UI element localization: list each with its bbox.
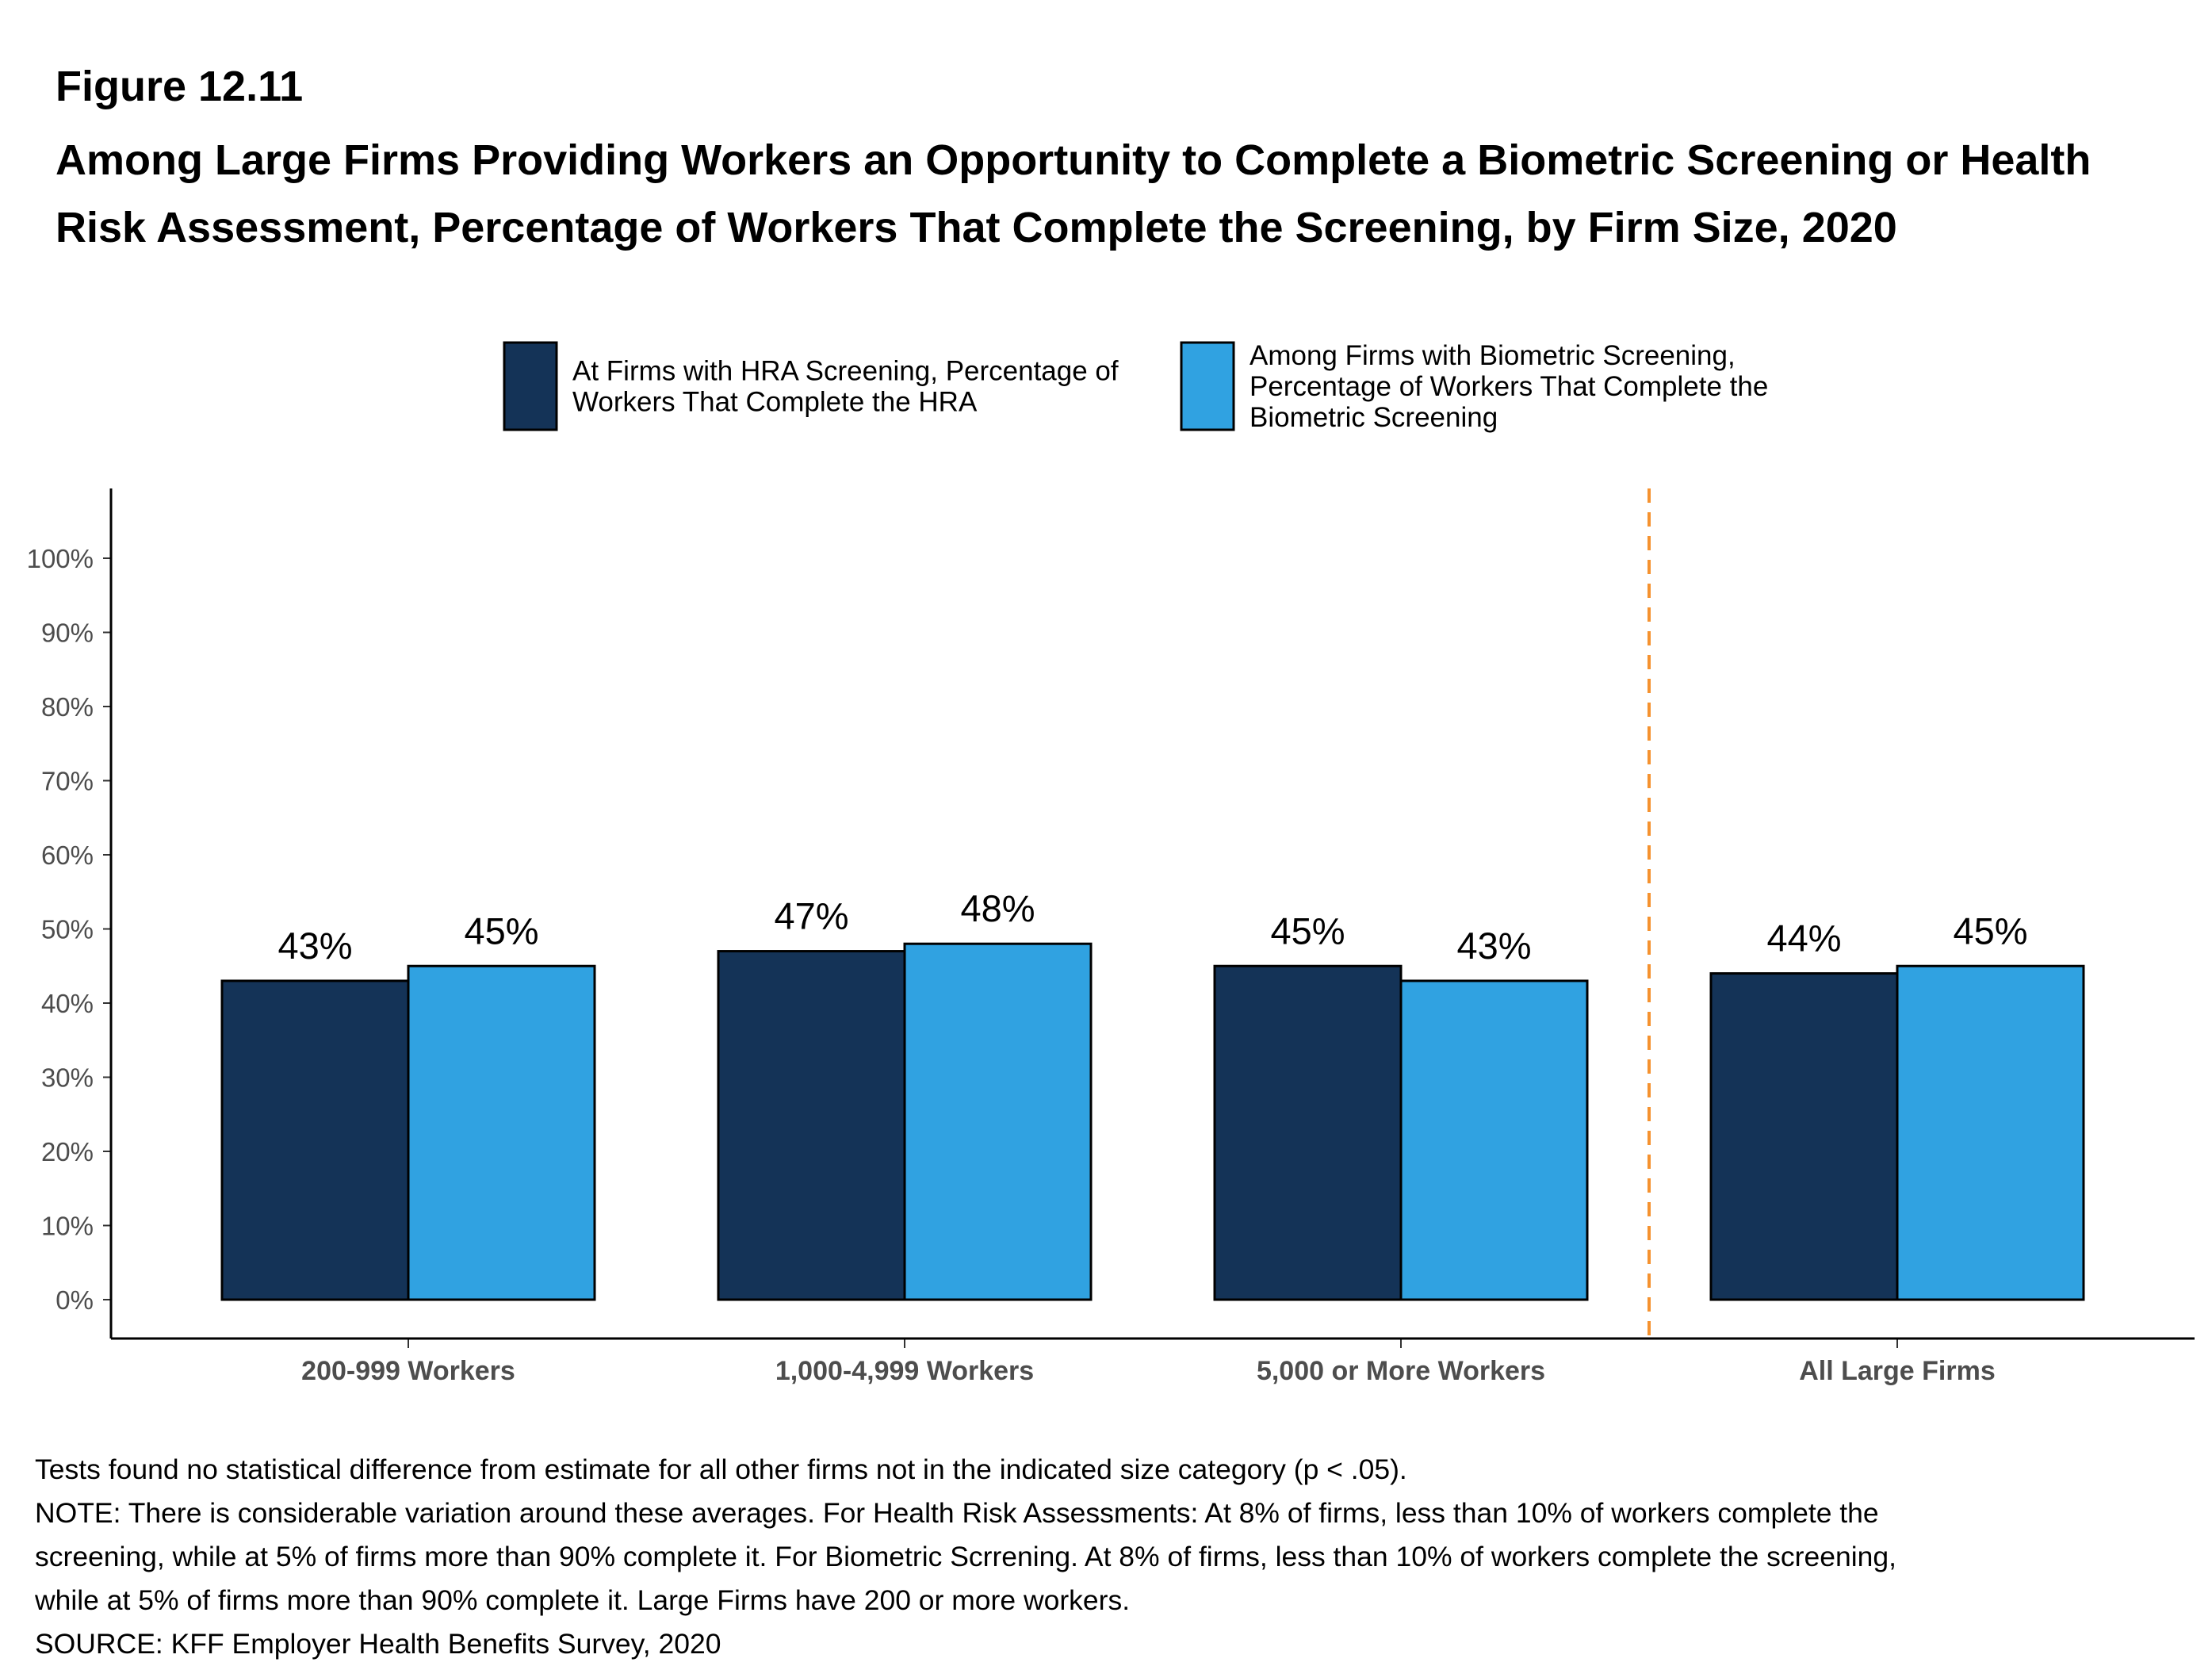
chart-title: Among Large Firms Providing Workers an O… [55,136,2091,251]
y-tick-label: 40% [41,989,94,1018]
bar-chart: At Firms with HRA Screening, Percentage … [27,340,2195,1386]
data-label: 45% [464,910,538,952]
y-tick-label: 20% [41,1137,94,1166]
data-label: 45% [1270,910,1345,952]
bar-hra [717,950,906,1301]
y-tick-label: 10% [41,1212,94,1241]
bar-biometric [903,942,1093,1301]
y-tick-label: 70% [41,767,94,796]
legend-swatch [1180,341,1235,431]
footnote-line: screening, while at 5% of firms more tha… [35,1541,1896,1572]
legend-swatch [503,341,558,431]
bar-biometric [407,964,596,1301]
x-tick-label: 1,000-4,999 Workers [775,1356,1034,1386]
data-label: 43% [277,925,352,967]
y-tick-label: 30% [41,1063,94,1093]
y-tick-label: 100% [27,544,94,573]
bar-biometric [1896,964,2085,1301]
legend-label: Among Firms with Biometric Screening, [1250,340,1736,371]
x-tick-label: 5,000 or More Workers [1257,1356,1545,1386]
legend-label: Biometric Screening [1250,402,1498,433]
data-label: 47% [774,895,848,937]
footnotes: Tests found no statistical difference fr… [35,1448,2176,1666]
y-tick-label: 0% [55,1285,94,1315]
legend-label: Percentage of Workers That Complete the [1250,371,1768,402]
data-label: 43% [1456,925,1531,967]
footnote-line: Tests found no statistical difference fr… [35,1453,1407,1485]
x-tick-label: All Large Firms [1799,1356,1996,1386]
y-tick-label: 80% [41,692,94,722]
bar-hra [1213,964,1403,1301]
footnote-line: NOTE: There is considerable variation ar… [35,1497,1879,1529]
legend-label: Workers That Complete the HRA [572,387,978,418]
bar-hra [1709,972,1899,1301]
legend-label: At Firms with HRA Screening, Percentage … [572,356,1119,387]
y-tick-label: 50% [41,915,94,944]
data-label: 48% [960,887,1035,929]
x-tick-label: 200-999 Workers [301,1356,515,1386]
bar-hra [220,979,410,1301]
data-label: 44% [1766,917,1841,959]
y-tick-label: 90% [41,619,94,648]
y-tick-label: 60% [41,841,94,870]
footnote-line: SOURCE: KFF Employer Health Benefits Sur… [35,1628,721,1660]
bar-biometric [1399,979,1589,1301]
figure-label: Figure 12.11 [55,63,304,110]
data-label: 45% [1953,910,2027,952]
footnote-line: while at 5% of firms more than 90% compl… [35,1584,1131,1616]
